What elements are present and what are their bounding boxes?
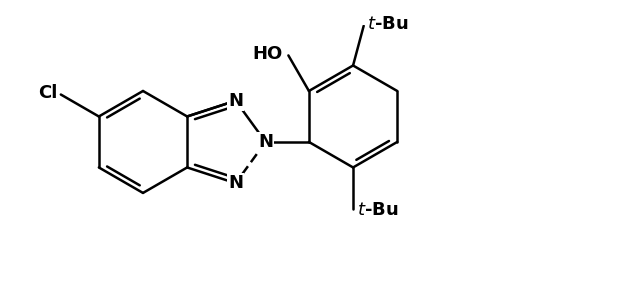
Text: HO: HO bbox=[252, 45, 283, 63]
Text: $t$-Bu: $t$-Bu bbox=[367, 15, 409, 33]
Text: N: N bbox=[258, 133, 273, 151]
Text: N: N bbox=[228, 174, 243, 192]
Text: N: N bbox=[228, 92, 243, 110]
Text: $t$-Bu: $t$-Bu bbox=[356, 201, 398, 219]
Text: Cl: Cl bbox=[38, 84, 58, 102]
